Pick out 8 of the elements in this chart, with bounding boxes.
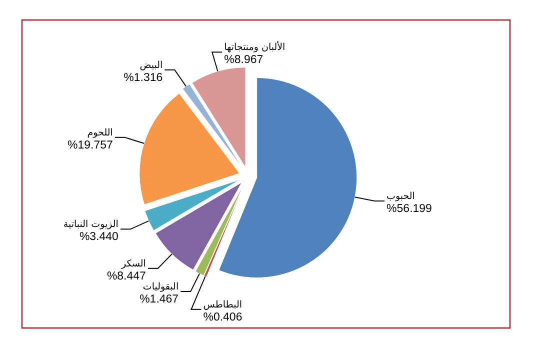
- data-label: %1.316: [124, 72, 163, 84]
- data-label: %8.967: [224, 54, 264, 66]
- data-label: %3.440: [79, 231, 118, 244]
- data-label: %56.199: [386, 202, 432, 215]
- data-label: %19.757: [68, 139, 113, 152]
- data-label: %8.447: [106, 270, 146, 282]
- data-label: %0.406: [203, 311, 242, 324]
- data-label: %1.467: [140, 294, 179, 306]
